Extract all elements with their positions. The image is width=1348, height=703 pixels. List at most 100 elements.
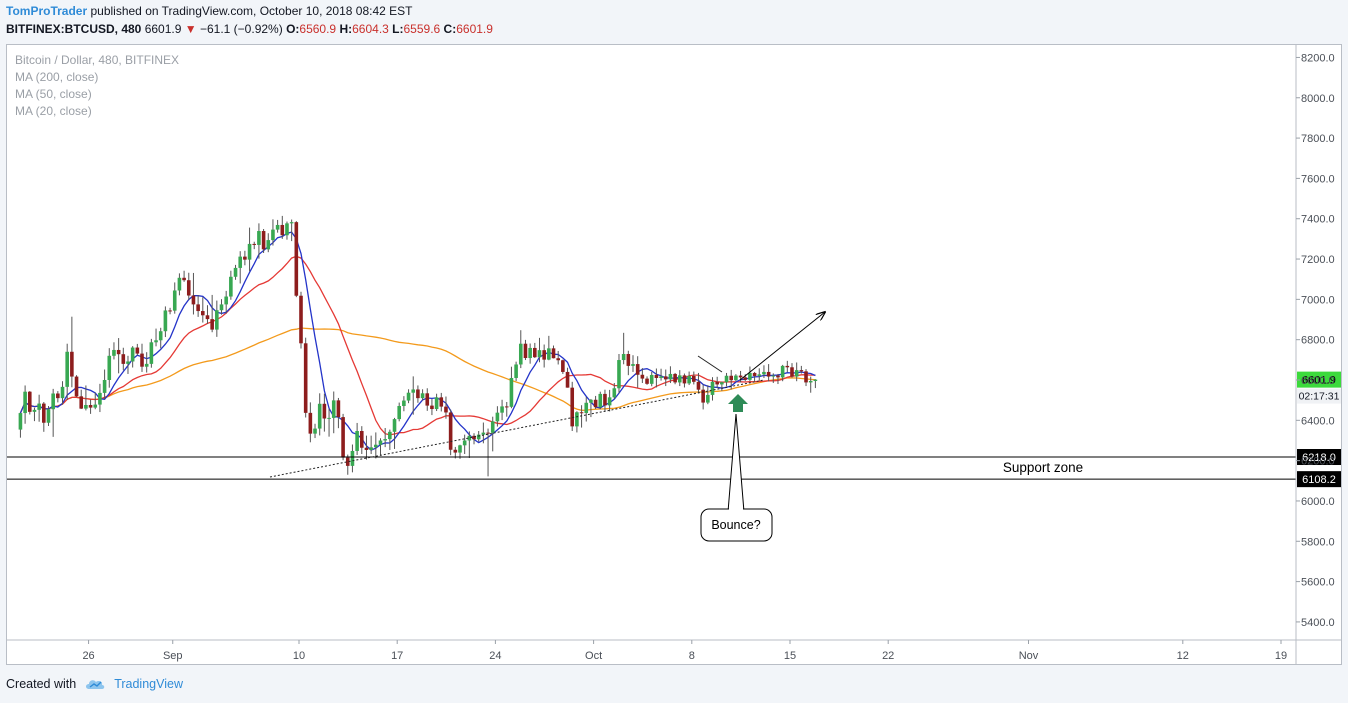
candle-body (598, 393, 603, 408)
ma50-line[interactable] (19, 255, 816, 436)
tradingview-cloud-icon[interactable] (84, 677, 106, 691)
y-tick-label: 6200.0 (1301, 456, 1335, 468)
candle-body (649, 374, 654, 384)
author-name[interactable]: TomProTrader (6, 4, 88, 18)
candle-body (804, 371, 808, 383)
candle-body (434, 397, 439, 410)
candle-body (734, 375, 738, 381)
chart-frame[interactable] (6, 44, 1342, 665)
x-tick-label: Nov (1019, 650, 1039, 662)
candle-body (313, 428, 317, 434)
candle-body (640, 374, 645, 379)
candle-body (561, 360, 565, 372)
candle-body (565, 371, 570, 388)
candle-body (285, 223, 289, 236)
candle-body (720, 382, 724, 385)
candle-body (154, 340, 158, 343)
candle-body (388, 431, 392, 440)
candle-body (603, 393, 607, 406)
candle-body (406, 392, 411, 401)
candle-body (345, 457, 350, 466)
candle-body (472, 435, 476, 440)
candle-body (490, 421, 495, 433)
legend-ma200[interactable]: MA (200, close) (15, 70, 99, 84)
candle-body (229, 276, 233, 297)
support-zone-label[interactable]: Support zone (1003, 460, 1083, 475)
candle-body (743, 377, 748, 380)
candle-body (486, 432, 490, 434)
candle-body (668, 373, 673, 380)
low-value: 6559.6 (403, 22, 441, 36)
upper-trendline[interactable] (697, 355, 723, 373)
candle-body (430, 405, 434, 410)
candle-body (210, 319, 214, 330)
ma200-line[interactable] (19, 327, 816, 414)
candle-body (46, 409, 51, 423)
candle-body (663, 376, 668, 380)
candle-body (551, 348, 556, 359)
candle-body (780, 365, 785, 378)
candle-body (776, 375, 780, 378)
candle-body (144, 363, 149, 367)
candle-body (617, 360, 621, 389)
candle-body (626, 353, 631, 366)
y-tick-label: 7200.0 (1301, 254, 1335, 266)
candle-body (23, 391, 27, 414)
x-tick-label: 17 (391, 650, 403, 662)
candle-body (467, 435, 472, 441)
footer: Created with TradingView (6, 677, 183, 691)
candle-body (93, 404, 98, 408)
projection-arrow[interactable] (739, 312, 825, 381)
high-value: 6604.3 (352, 22, 389, 36)
candle-body (219, 304, 224, 311)
candle-body (18, 413, 23, 430)
legend-ma50[interactable]: MA (50, close) (15, 87, 92, 101)
candle-body (182, 277, 186, 281)
candle-body (37, 403, 41, 410)
candle-body (341, 417, 345, 458)
published-info: published on TradingView.com, October 10… (90, 4, 413, 18)
candle-body (514, 364, 518, 378)
candle-body (65, 351, 69, 387)
candle-body (537, 350, 542, 358)
y-tick-label: 8000.0 (1301, 93, 1335, 105)
candle-body (654, 374, 659, 378)
symbol-label: BITFINEX:BTCUSD, 480 (6, 22, 142, 36)
candle-body (121, 354, 126, 364)
candle-body (98, 392, 102, 405)
y-tick-label: 6600.0 (1301, 375, 1335, 387)
tradingview-link[interactable]: TradingView (114, 677, 183, 691)
candle-body (453, 449, 458, 453)
candle-body (331, 400, 336, 418)
candle-body (149, 342, 154, 364)
candle-body (547, 348, 551, 360)
candle-body (696, 381, 701, 390)
legend-ma20[interactable]: MA (20, close) (15, 104, 92, 118)
candle-body (224, 296, 228, 305)
up-arrow-icon[interactable] (728, 394, 748, 412)
candle-body (584, 402, 589, 414)
open-label: O: (286, 22, 300, 36)
ma20-line[interactable] (19, 231, 816, 451)
down-arrow-icon: ▼ (184, 22, 197, 36)
candle-body (261, 231, 266, 250)
countdown-tag (1297, 388, 1341, 404)
candle-body (303, 343, 308, 413)
support-price-label: 6218.0 (1302, 452, 1336, 464)
candle-body (266, 240, 271, 250)
created-with-label: Created with (6, 677, 77, 691)
candle-body (757, 374, 762, 376)
candle-body (706, 394, 710, 403)
y-tick-label: 5800.0 (1301, 536, 1335, 548)
candle-body (724, 375, 729, 383)
price-change: −61.1 (−0.92%) (199, 22, 283, 36)
candle-body (205, 315, 210, 320)
candle-body (682, 375, 687, 384)
x-tick-label: 8 (689, 650, 695, 662)
candle-body (84, 404, 88, 409)
candle-body (107, 355, 112, 380)
candle-body (425, 393, 430, 406)
callout-pointer (727, 413, 745, 513)
candle-body (500, 406, 504, 413)
